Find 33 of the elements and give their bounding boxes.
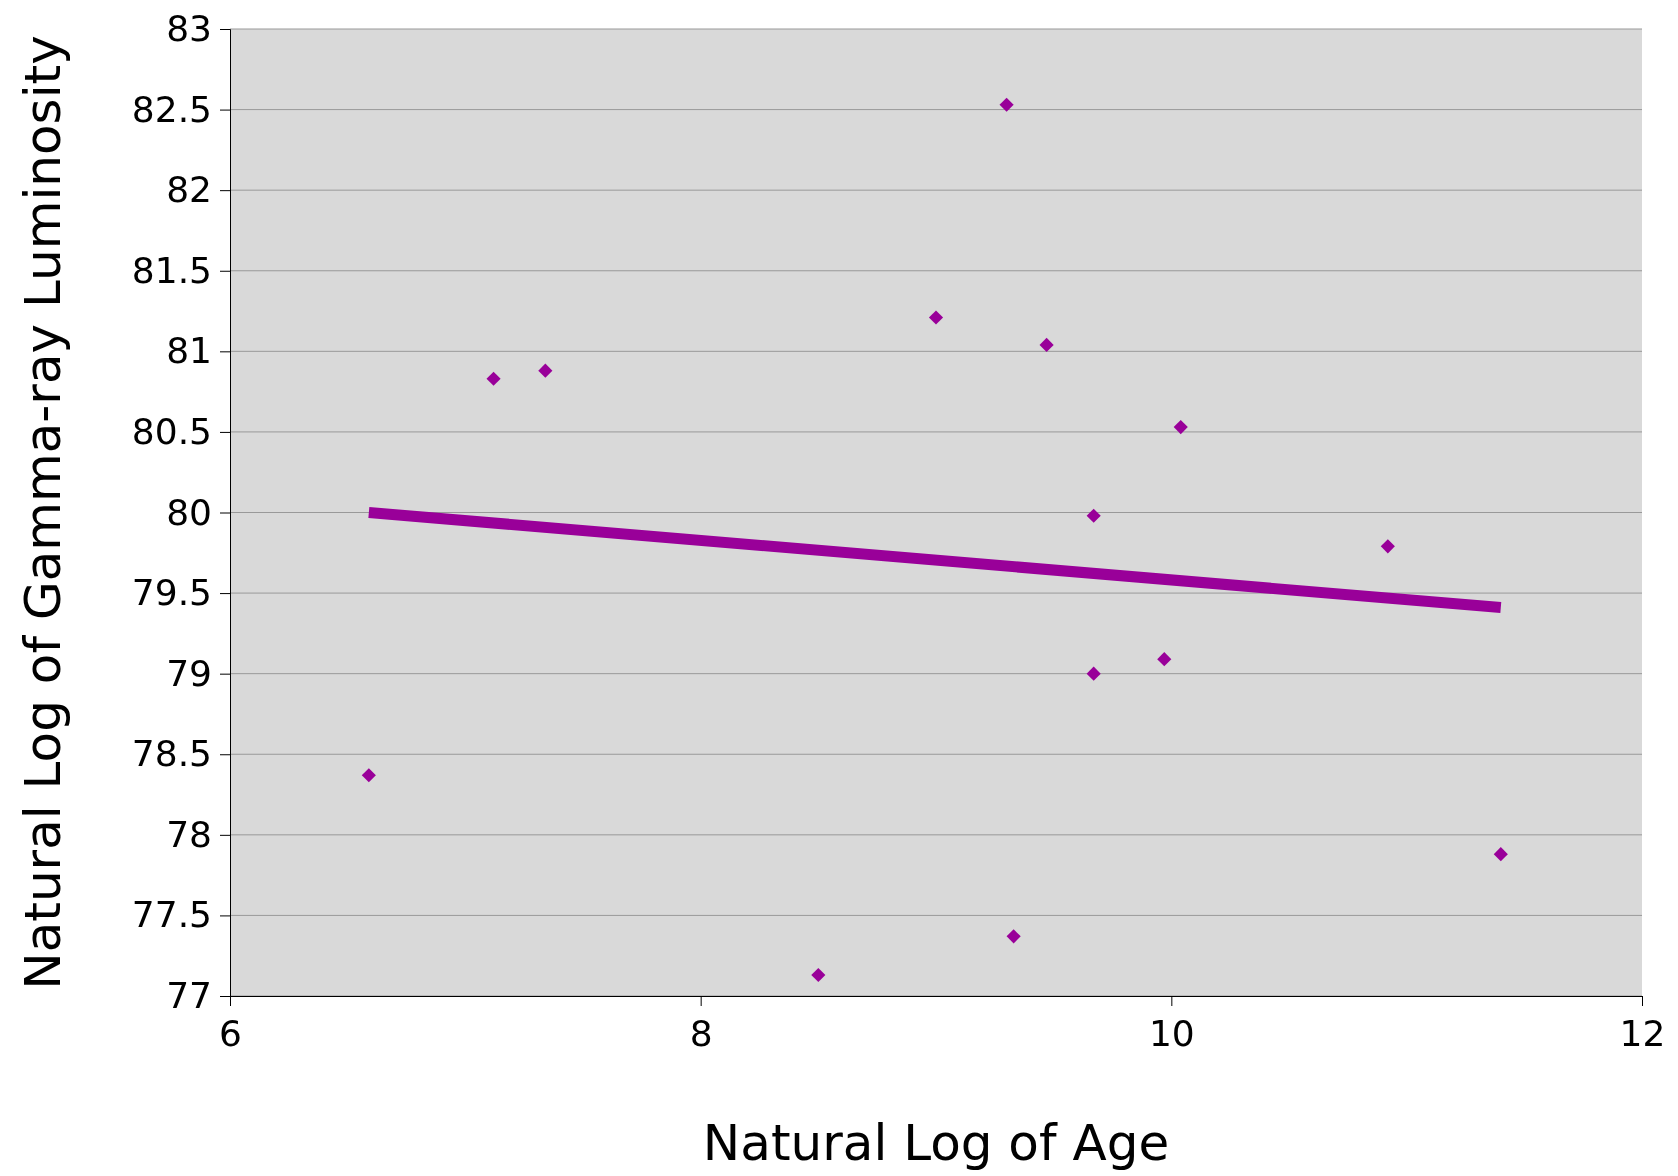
- y-tick-label: 77.5: [131, 894, 212, 936]
- x-tick-label: 12: [1619, 1012, 1666, 1054]
- y-tick-label: 79: [166, 652, 212, 694]
- point: [538, 363, 553, 378]
- point: [928, 310, 944, 325]
- point: [1157, 652, 1172, 667]
- y-tick-label: 80.5: [131, 410, 212, 452]
- point: [811, 967, 826, 983]
- y-tick-label: 78: [166, 813, 212, 855]
- y-tick-label: 82.5: [131, 88, 212, 130]
- y-tick-label: 82: [166, 169, 212, 211]
- y-tick-label: 81.5: [131, 249, 212, 291]
- y-tick-label: 78.5: [131, 733, 212, 775]
- y-tick-label: 81: [166, 330, 212, 372]
- x-tick-label: 8: [689, 1012, 713, 1054]
- point: [1380, 539, 1395, 554]
- x-tick-label: 10: [1148, 1012, 1195, 1054]
- y-tick-label: 79.5: [131, 572, 212, 614]
- y-tick-label: 83: [166, 8, 212, 50]
- point: [1039, 337, 1054, 352]
- x-tick-label: 6: [219, 1012, 242, 1054]
- point: [361, 768, 376, 783]
- point: [999, 97, 1014, 112]
- point: [1493, 847, 1508, 862]
- point: [1086, 508, 1101, 523]
- y-tick-label: 80: [166, 491, 212, 533]
- point: [486, 371, 501, 386]
- y-axis-title: Natural Log of Gamma-ray Luminosity: [14, 35, 72, 990]
- y-tick-label: 77: [166, 975, 212, 1017]
- point: [1006, 929, 1021, 944]
- point: [1086, 666, 1101, 681]
- x-axis-title: Natural Log of Age: [702, 1114, 1170, 1172]
- point: [1173, 420, 1188, 435]
